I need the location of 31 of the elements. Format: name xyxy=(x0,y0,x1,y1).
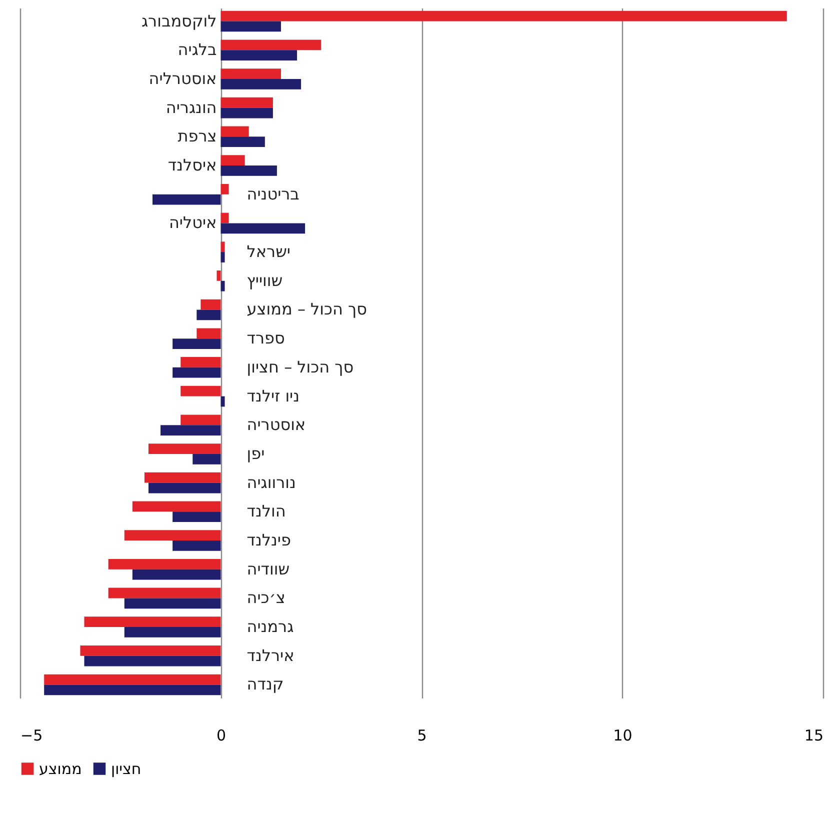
y-tick-label: בריטניה xyxy=(246,184,300,204)
y-tick-label: אוסטריה xyxy=(246,415,306,434)
y-tick-label: שווייץ xyxy=(246,270,283,290)
y-tick-label: אירלנד xyxy=(246,646,294,665)
x-tick-label: 10 xyxy=(613,726,632,744)
y-tick-label: איסלנד xyxy=(168,156,217,174)
x-tick-label: 5 xyxy=(417,726,427,744)
y-tick-label: הונגריה xyxy=(166,98,217,117)
y-tick-label: יפן xyxy=(246,444,265,463)
y-tick-label: צ׳כיה xyxy=(246,588,286,608)
y-tick-label: איטליה xyxy=(168,213,217,232)
y-tick-label: בלגיה xyxy=(178,40,217,60)
y-tick-label: קנדה xyxy=(246,674,284,694)
legend-label: חציון xyxy=(111,760,142,778)
y-tick-label: לוקסמבורג xyxy=(141,11,217,30)
x-tick-label: −5 xyxy=(20,726,43,744)
y-tick-label: צרפת xyxy=(178,126,217,146)
y-tick-label: גרמניה xyxy=(246,617,294,636)
y-tick-label: אוסטרליה xyxy=(148,68,217,88)
legend-label: ממוצע xyxy=(39,760,82,778)
x-tick-label: 0 xyxy=(216,726,226,744)
y-tick-label: ספרד xyxy=(246,328,285,348)
y-tick-label: נורווגיה xyxy=(246,472,296,492)
y-tick-label: ישראל xyxy=(246,242,290,262)
y-tick-label: שוודיה xyxy=(246,559,290,578)
y-tick-label: פינלנד xyxy=(246,530,291,550)
y-tick-label: סך הכול – ממוצע xyxy=(246,300,367,319)
y-tick-label: סך הכול – חציון xyxy=(246,357,354,376)
x-tick-label: 15 xyxy=(804,726,824,744)
y-tick-label: הולנד xyxy=(246,502,286,521)
y-tick-label: ניו זילנד xyxy=(246,386,300,406)
